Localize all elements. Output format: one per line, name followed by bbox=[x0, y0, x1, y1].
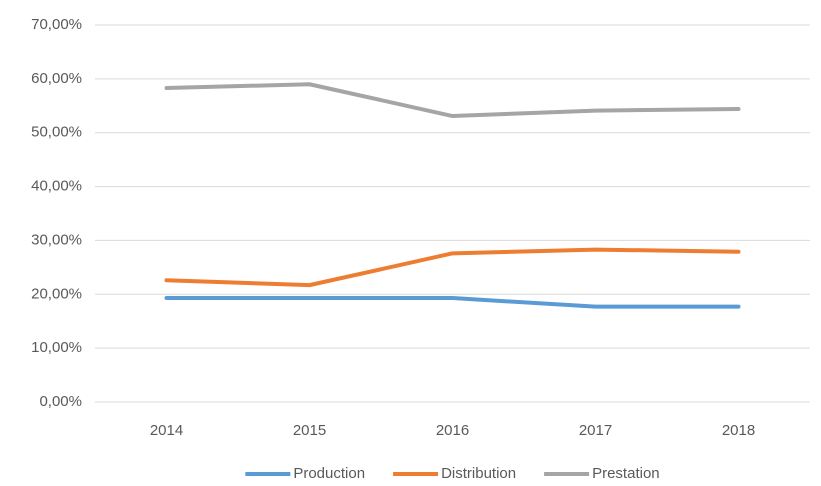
series-line bbox=[164, 82, 741, 119]
y-tick-label: 20,00% bbox=[31, 285, 82, 302]
legend-item: Prestation bbox=[544, 465, 660, 482]
y-tick-label: 10,00% bbox=[31, 339, 82, 356]
legend-label: Prestation bbox=[592, 465, 660, 482]
x-tick-label: 2016 bbox=[436, 422, 469, 439]
x-tick-label: 2014 bbox=[150, 422, 183, 439]
legend-label: Production bbox=[293, 465, 365, 482]
y-tick-label: 50,00% bbox=[31, 124, 82, 141]
legend-item: Distribution bbox=[393, 465, 516, 482]
series-line bbox=[164, 247, 741, 288]
series-line bbox=[164, 296, 741, 309]
y-tick-label: 60,00% bbox=[31, 70, 82, 87]
y-tick-label: 30,00% bbox=[31, 231, 82, 248]
legend-label: Distribution bbox=[441, 465, 516, 482]
x-tick-label: 2018 bbox=[722, 422, 755, 439]
legend-item: Production bbox=[245, 465, 365, 482]
x-tick-label: 2017 bbox=[579, 422, 612, 439]
x-tick-label: 2015 bbox=[293, 422, 326, 439]
y-tick-label: 0,00% bbox=[39, 393, 82, 410]
y-tick-label: 70,00% bbox=[31, 16, 82, 33]
y-tick-label: 40,00% bbox=[31, 178, 82, 195]
